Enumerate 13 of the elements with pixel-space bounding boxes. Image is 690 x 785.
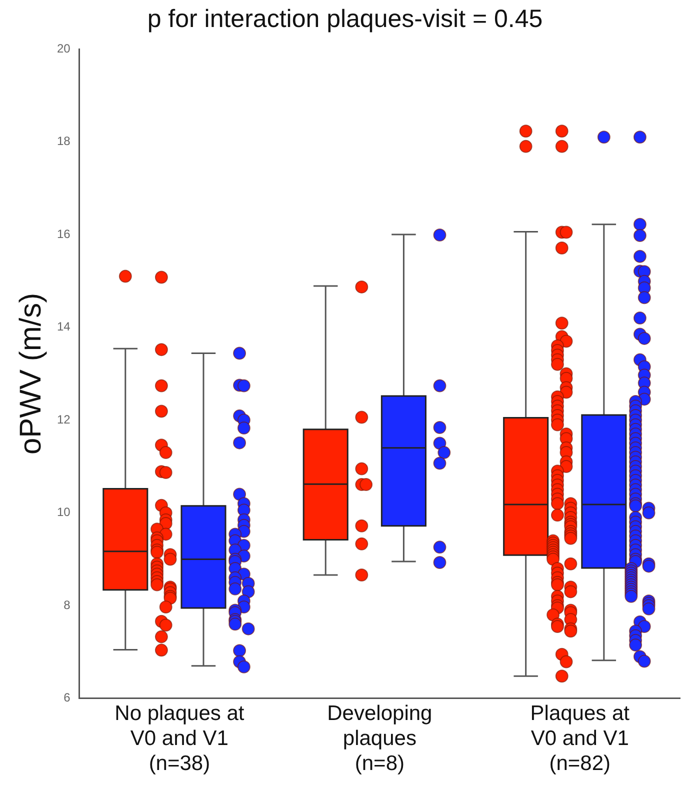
y-tick-label: 8 [64,598,71,612]
y-tick-label: 6 [64,690,71,705]
y-tick-label: 18 [56,134,71,148]
y-tick-label: 12 [56,412,71,426]
x-tick-label: No plaques at V0 and V1 (n=38) [114,702,244,776]
y-tick-label: 10 [56,505,71,520]
y-tick-label: 14 [56,320,71,334]
x-tick-label: Developing plaques (n=8) [327,702,432,776]
y-tick-label: 16 [56,226,71,241]
y-axis-title: oPWV (m/s) [14,292,48,455]
y-tick-label: 20 [56,41,71,56]
chart-title: p for interaction plaques-visit = 0.45 [147,4,543,33]
x-tick-label: Plaques at V0 and V1 (n=82) [530,702,630,776]
